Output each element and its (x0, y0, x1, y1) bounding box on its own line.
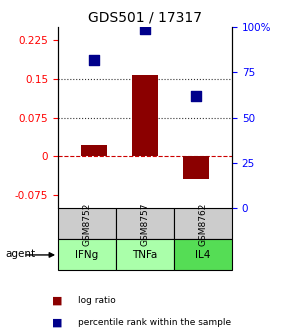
Bar (58, 239, 116, 270)
Title: GDS501 / 17317: GDS501 / 17317 (88, 10, 202, 24)
Point (92, 57, 96, 62)
Point (194, 93, 198, 98)
Bar (116, 239, 174, 270)
Text: TNFa: TNFa (132, 250, 158, 260)
Point (143, 26, 147, 31)
Text: ■: ■ (52, 318, 63, 328)
Bar (183, 157, 209, 179)
Text: IFNg: IFNg (75, 250, 99, 260)
Text: log ratio: log ratio (78, 296, 116, 305)
Text: agent: agent (6, 249, 36, 259)
Bar (174, 239, 232, 270)
Bar (81, 145, 107, 157)
Text: IL4: IL4 (195, 250, 211, 260)
Text: GSM8752: GSM8752 (82, 202, 92, 246)
Bar (132, 75, 158, 157)
Bar (58, 208, 116, 239)
Text: GSM8757: GSM8757 (140, 202, 150, 246)
Text: percentile rank within the sample: percentile rank within the sample (78, 318, 231, 327)
Bar (174, 208, 232, 239)
Text: ■: ■ (52, 296, 63, 306)
Text: GSM8762: GSM8762 (198, 202, 208, 246)
Bar (116, 208, 174, 239)
